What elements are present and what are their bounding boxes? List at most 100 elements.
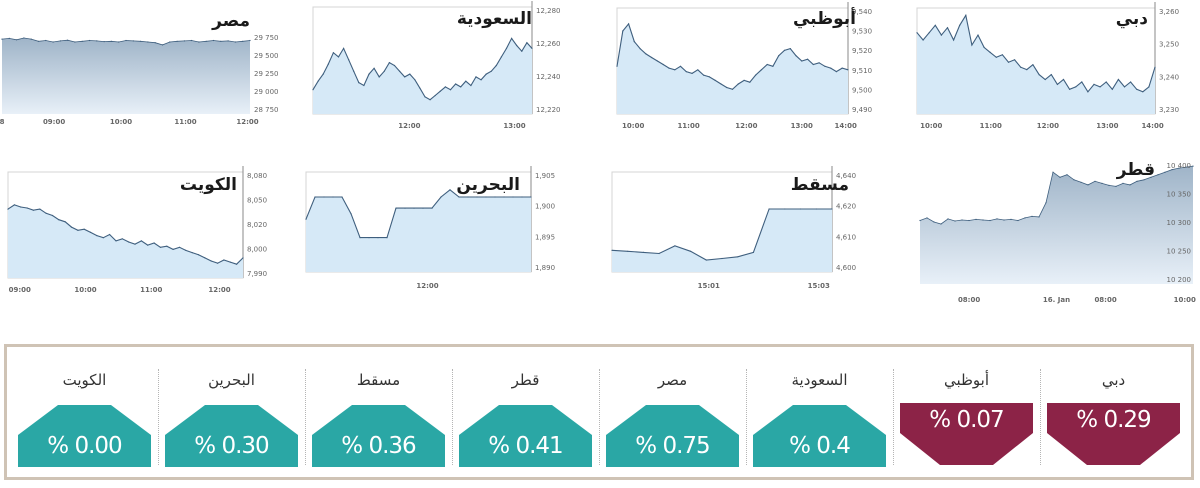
data-point bbox=[815, 208, 817, 210]
data-point bbox=[622, 30, 624, 32]
chart-muscat: 4,640 4,620 4,610 4,600 15:01 15:03 مسقط bbox=[609, 166, 889, 302]
data-point bbox=[1143, 179, 1145, 181]
chart-abudhabi-svg: 9,540 9,530 9,520 9,510 9,500 9,490 10:00 11:00… bbox=[616, 2, 872, 130]
y-tick-label: 29 250 bbox=[254, 70, 279, 78]
data-point bbox=[516, 44, 518, 47]
summary-name: السعودية bbox=[791, 371, 848, 389]
chart-saudi: 12,280 12,260 12,240 12,220 12:00 13:00 السعو… bbox=[305, 1, 590, 140]
y-tick-label: 1,900 bbox=[535, 203, 555, 211]
data-point bbox=[642, 251, 644, 253]
y-tick-label: 8,080 bbox=[247, 172, 267, 180]
data-point bbox=[953, 39, 955, 41]
data-point bbox=[1007, 61, 1010, 63]
data-point bbox=[530, 196, 532, 198]
summary-cell-qatar: قطر % 0.41 bbox=[452, 347, 599, 477]
data-point bbox=[1185, 166, 1187, 168]
data-point bbox=[662, 63, 664, 66]
x-tick-label: 11:00 bbox=[677, 122, 699, 130]
data-point bbox=[965, 14, 967, 16]
data-point bbox=[1056, 83, 1058, 85]
y-tick-label: 29 750 bbox=[254, 34, 279, 42]
series-line bbox=[919, 165, 1194, 225]
data-point bbox=[1122, 182, 1124, 184]
data-point bbox=[526, 42, 528, 44]
data-point bbox=[1111, 88, 1113, 90]
data-point bbox=[198, 41, 200, 43]
summary-name: البحرين bbox=[208, 371, 255, 389]
up-arrow-icon bbox=[459, 405, 592, 467]
y-tick-label: 12,220 bbox=[536, 106, 561, 114]
data-point bbox=[768, 208, 770, 210]
data-point bbox=[305, 218, 307, 220]
data-point bbox=[485, 73, 487, 75]
summary-value: % 0.30 bbox=[194, 433, 269, 459]
data-point bbox=[439, 90, 441, 92]
data-point bbox=[1080, 181, 1082, 183]
data-point bbox=[1093, 83, 1095, 85]
data-point bbox=[1192, 165, 1194, 167]
data-point bbox=[378, 76, 380, 78]
data-point bbox=[934, 24, 936, 26]
x-tick-label: 10:00 bbox=[920, 122, 942, 130]
data-point bbox=[83, 228, 85, 230]
data-point bbox=[212, 39, 215, 42]
chart-title-saudi: السعودية bbox=[456, 9, 532, 29]
data-point bbox=[512, 196, 514, 198]
data-point bbox=[470, 84, 472, 87]
data-point bbox=[633, 41, 635, 43]
y-tick-label: 4,620 bbox=[836, 203, 856, 211]
data-point bbox=[726, 86, 728, 89]
summary-value: % 0.29 bbox=[1076, 407, 1151, 433]
y-tick-label: 12,240 bbox=[536, 73, 561, 81]
data-point bbox=[996, 218, 998, 220]
data-point bbox=[1075, 86, 1077, 88]
y-tick-label: 10 250 bbox=[1167, 248, 1192, 256]
data-point bbox=[1142, 91, 1144, 93]
data-point bbox=[51, 214, 54, 217]
chart-kuwait-svg: 8,080 8,050 8,020 8,000 7,990 09:00 10:00 11:00… bbox=[7, 166, 267, 294]
chart-title-dubai: دبي bbox=[1115, 9, 1148, 29]
chart-dubai: 3,260 3,250 3,240 3,230 10:00 11:00 12:00 13:00… bbox=[912, 2, 1192, 140]
data-point bbox=[841, 67, 843, 69]
data-point bbox=[1150, 176, 1152, 178]
data-point bbox=[628, 23, 630, 25]
data-point bbox=[467, 196, 469, 198]
data-point bbox=[20, 206, 22, 208]
summary-value: % 0.75 bbox=[635, 433, 710, 459]
data-point bbox=[1059, 176, 1061, 178]
data-point bbox=[755, 74, 757, 76]
area-fill bbox=[2, 38, 250, 114]
x-tick-label: 12:00 bbox=[236, 118, 258, 126]
divider bbox=[158, 369, 159, 465]
data-point bbox=[52, 41, 54, 43]
y-tick-label: 10 200 bbox=[1167, 276, 1192, 284]
y-tick-label: 4,600 bbox=[836, 264, 856, 272]
data-point bbox=[752, 251, 754, 253]
data-point bbox=[503, 196, 505, 198]
data-point bbox=[1154, 66, 1156, 68]
data-point bbox=[460, 86, 462, 88]
x-tick-label: 13:00 bbox=[791, 122, 813, 130]
data-point bbox=[928, 32, 930, 34]
chart-title-egypt: مصر bbox=[212, 11, 250, 31]
data-point bbox=[830, 67, 832, 69]
data-point bbox=[332, 196, 334, 198]
data-point bbox=[511, 37, 513, 40]
data-point bbox=[1045, 202, 1047, 204]
data-point bbox=[64, 221, 66, 223]
data-point bbox=[440, 196, 442, 198]
up-arrow-icon bbox=[312, 405, 445, 467]
x-tick-label: 14:00 bbox=[835, 122, 857, 130]
data-point bbox=[109, 233, 111, 236]
data-point bbox=[67, 39, 69, 41]
data-point bbox=[1010, 218, 1012, 220]
down-arrow-icon bbox=[1047, 403, 1180, 465]
data-point bbox=[916, 32, 918, 34]
chart-title-kuwait: الكويت bbox=[179, 175, 237, 195]
area-fill bbox=[617, 23, 848, 114]
summary-cell-kuwait: الكويت % 0.00 bbox=[11, 347, 158, 477]
data-point bbox=[353, 70, 355, 72]
data-point bbox=[383, 70, 385, 72]
data-point bbox=[350, 213, 352, 215]
data-point bbox=[169, 41, 171, 43]
